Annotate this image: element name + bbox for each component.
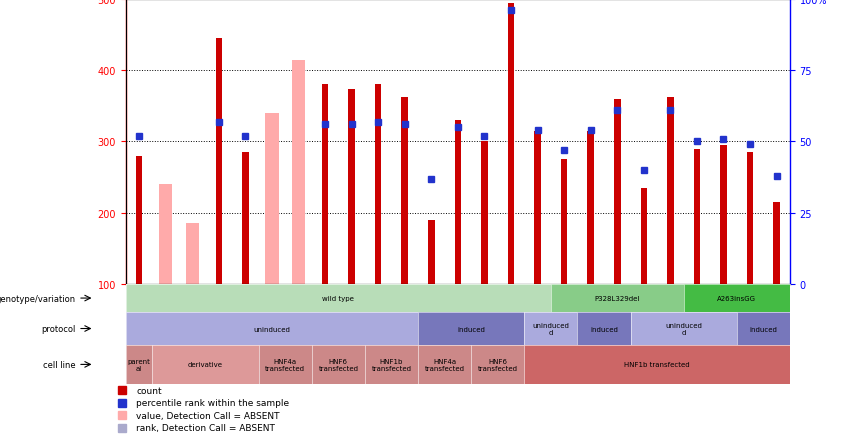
Text: cell line: cell line — [43, 360, 76, 369]
Text: HNF6
transfected: HNF6 transfected — [477, 358, 517, 371]
Bar — [720, 146, 727, 284]
Bar — [266, 114, 279, 284]
Bar — [508, 3, 514, 284]
Text: HNF1b transfected: HNF1b transfected — [624, 362, 690, 368]
Bar — [322, 85, 328, 284]
Bar — [641, 188, 647, 284]
Bar — [588, 132, 594, 284]
Text: uninduced: uninduced — [253, 326, 291, 332]
Text: percentile rank within the sample: percentile rank within the sample — [136, 398, 289, 407]
Bar — [402, 97, 408, 284]
Text: HNF4a
transfected: HNF4a transfected — [424, 358, 464, 371]
Bar — [455, 121, 461, 284]
Text: induced: induced — [590, 326, 618, 332]
Bar — [614, 99, 621, 284]
Bar — [242, 153, 248, 284]
Bar — [667, 97, 674, 284]
Text: induced: induced — [749, 326, 777, 332]
Text: derivative: derivative — [188, 362, 223, 368]
Text: genotype/variation: genotype/variation — [0, 294, 76, 303]
Text: HNF4a
transfected: HNF4a transfected — [266, 358, 306, 371]
Bar — [292, 60, 305, 284]
Text: rank, Detection Call = ABSENT: rank, Detection Call = ABSENT — [136, 423, 275, 432]
Bar — [186, 224, 199, 284]
Text: protocol: protocol — [41, 324, 76, 333]
Text: induced: induced — [457, 326, 485, 332]
Text: HNF6
transfected: HNF6 transfected — [319, 358, 358, 371]
Bar — [481, 142, 488, 284]
Text: uninduced
d: uninduced d — [532, 322, 569, 335]
Bar — [561, 160, 568, 284]
Bar — [136, 156, 142, 284]
Bar — [375, 85, 381, 284]
Text: count: count — [136, 386, 162, 395]
Bar — [535, 132, 541, 284]
Text: parent
al: parent al — [128, 358, 150, 371]
Text: value, Detection Call = ABSENT: value, Detection Call = ABSENT — [136, 411, 279, 420]
Bar — [215, 39, 222, 284]
Bar — [694, 149, 700, 284]
Text: HNF1b
transfected: HNF1b transfected — [372, 358, 411, 371]
Text: wild type: wild type — [322, 296, 354, 301]
Bar — [773, 203, 779, 284]
Bar — [746, 153, 753, 284]
Bar — [348, 90, 355, 284]
Text: P328L329del: P328L329del — [595, 296, 640, 301]
Text: A263insGG: A263insGG — [717, 296, 756, 301]
Text: uninduced
d: uninduced d — [665, 322, 702, 335]
Bar — [428, 220, 435, 284]
Bar — [159, 185, 172, 284]
